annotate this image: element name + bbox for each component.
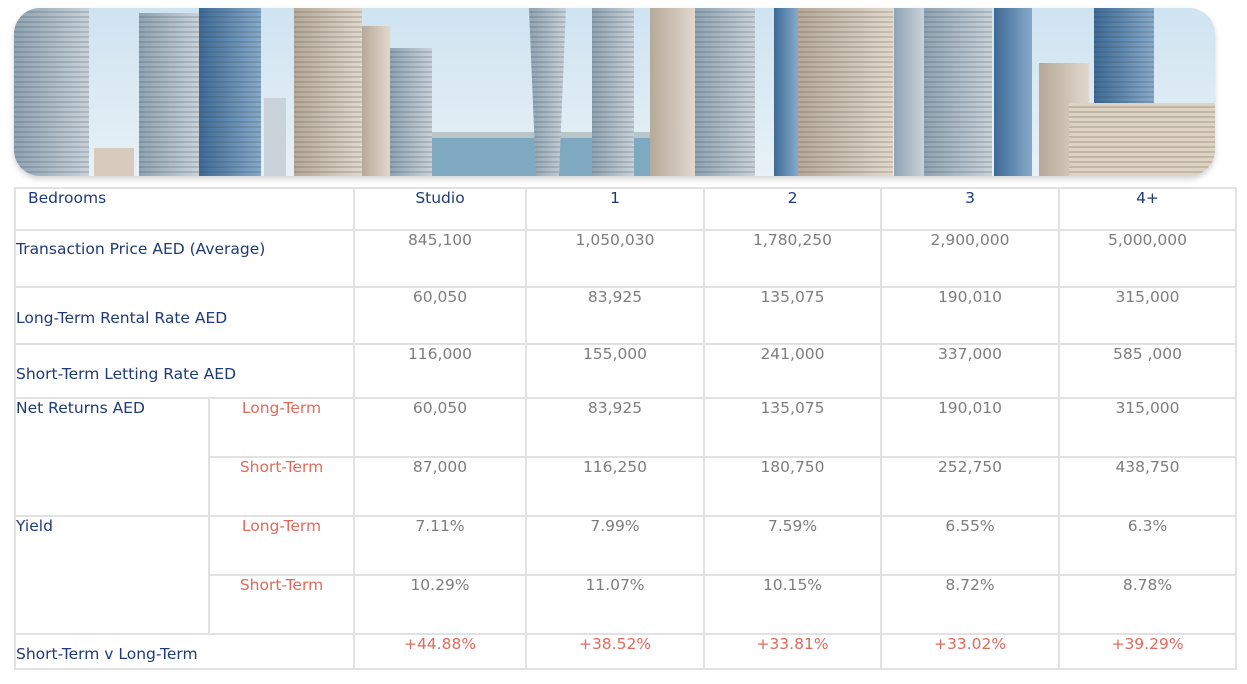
table-cell: 83,925 (525, 397, 705, 458)
skyline-illustration (14, 8, 1215, 176)
yield-short-row: Short-Term 10.29% 11.07% 10.15% 8.72% 8.… (15, 574, 1237, 635)
short-term-sublabel: Short-Term (208, 456, 355, 517)
table-cell: 135,075 (703, 286, 882, 345)
table-cell: +44.88% (353, 633, 527, 670)
table-cell: 10.29% (353, 574, 527, 635)
table-cell: +39.29% (1058, 633, 1237, 670)
table-cell: 180,750 (703, 456, 882, 517)
table-cell: 1,050,030 (525, 229, 705, 288)
header-row: Bedrooms Studio 1 2 3 4+ (14, 187, 1237, 231)
short-term-letting-row: Short-Term Letting Rate AED 116,000 155,… (14, 343, 1237, 399)
short-term-sublabel: Short-Term (208, 574, 355, 635)
table-cell: 7.99% (525, 515, 705, 576)
transaction-price-row: Transaction Price AED (Average) 845,100 … (14, 229, 1237, 288)
col-header: Studio (353, 187, 527, 231)
table-cell: 337,000 (880, 343, 1060, 399)
col-header: 3 (880, 187, 1060, 231)
table-cell: 315,000 (1058, 397, 1237, 458)
table-cell: 60,050 (353, 397, 527, 458)
table-cell: 8.78% (1058, 574, 1237, 635)
table-cell: 585 ,000 (1058, 343, 1237, 399)
table-cell: 7.11% (353, 515, 527, 576)
net-returns-short-row: Short-Term 87,000 116,250 180,750 252,75… (15, 456, 1237, 517)
table-cell: 2,900,000 (880, 229, 1060, 288)
table-cell: 190,010 (880, 286, 1060, 345)
table-cell: 252,750 (880, 456, 1060, 517)
net-returns-long-row: Net Returns AED Long-Term 60,050 83,925 … (14, 397, 1237, 517)
table-cell: 135,075 (703, 397, 882, 458)
short-vs-long-row: Short-Term v Long-Term +44.88% +38.52% +… (14, 633, 1237, 670)
yield-label: Yield (14, 515, 210, 635)
short-term-letting-label: Short-Term Letting Rate AED (14, 343, 355, 399)
table-cell: 6.55% (880, 515, 1060, 576)
col-header: 2 (703, 187, 882, 231)
col-header: 4+ (1058, 187, 1237, 231)
table-cell: 116,250 (525, 456, 705, 517)
table-cell: 155,000 (525, 343, 705, 399)
table-cell: 438,750 (1058, 456, 1237, 517)
short-vs-long-label: Short-Term v Long-Term (14, 633, 355, 670)
table-cell: 1,780,250 (703, 229, 882, 288)
long-term-rental-label: Long-Term Rental Rate AED (14, 286, 355, 345)
transaction-price-label: Transaction Price AED (Average) (14, 229, 355, 288)
table-cell: 116,000 (353, 343, 527, 399)
yield-long-row: Yield Long-Term 7.11% 7.99% 7.59% 6.55% … (14, 515, 1237, 635)
long-term-sublabel: Long-Term (208, 397, 355, 458)
table-cell: 241,000 (703, 343, 882, 399)
table-cell: 315,000 (1058, 286, 1237, 345)
table-cell: +33.81% (703, 633, 882, 670)
bedrooms-header: Bedrooms (14, 187, 355, 231)
table-cell: 10.15% (703, 574, 882, 635)
skyline-banner-image (14, 8, 1215, 176)
net-returns-label: Net Returns AED (14, 397, 210, 517)
table-cell: 83,925 (525, 286, 705, 345)
investment-returns-table: Bedrooms Studio 1 2 3 4+ Transaction Pri… (14, 187, 1237, 670)
table-cell: 87,000 (353, 456, 527, 517)
table-cell: 5,000,000 (1058, 229, 1237, 288)
col-header: 1 (525, 187, 705, 231)
table-cell: 60,050 (353, 286, 527, 345)
table-cell: 190,010 (880, 397, 1060, 458)
table-cell: +38.52% (525, 633, 705, 670)
table-cell: 7.59% (703, 515, 882, 576)
table-cell: +33.02% (880, 633, 1060, 670)
table-cell: 11.07% (525, 574, 705, 635)
long-term-sublabel: Long-Term (208, 515, 355, 576)
long-term-rental-row: Long-Term Rental Rate AED 60,050 83,925 … (14, 286, 1237, 345)
table-cell: 8.72% (880, 574, 1060, 635)
table-cell: 6.3% (1058, 515, 1237, 576)
table-cell: 845,100 (353, 229, 527, 288)
